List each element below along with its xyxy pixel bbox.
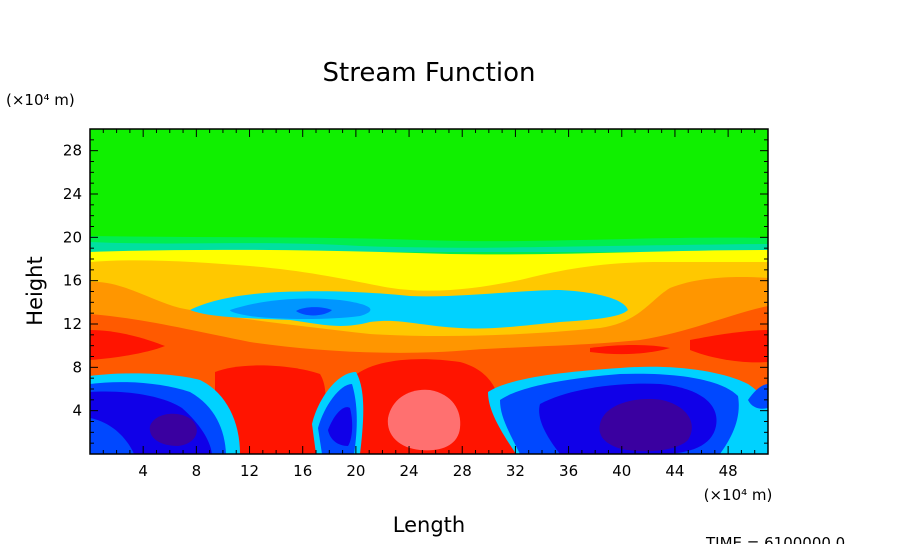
contour-blue-upper-core [296,307,332,316]
y-axis-title: Height [23,256,47,325]
chart-title: Stream Function [323,58,536,88]
y-tick-label: 4 [72,402,82,420]
y-tick-label: 20 [63,228,82,246]
y-tick-label: 24 [63,185,82,203]
x-tick-label: 36 [559,462,578,480]
contour-red-mid [590,345,670,355]
x-tick-label: 8 [192,462,202,480]
x-axis: 4 8 12 16 20 24 28 32 36 40 44 48 [102,129,756,480]
contour-violet-lower-right [599,399,692,452]
contour-pink-core [387,389,461,451]
contour-blue-right-edge [748,384,768,409]
y-tick-label: 12 [63,315,82,333]
x-tick-label: 48 [719,462,738,480]
y-tick-label: 8 [72,358,82,376]
x-tick-label: 28 [453,462,472,480]
contour-red-right [690,330,768,363]
x-tick-label: 32 [506,462,525,480]
contour-red-left [90,330,165,360]
x-tick-label: 44 [665,462,684,480]
x-tick-label: 20 [346,462,365,480]
contour-field [90,129,768,454]
x-tick-label: 24 [400,462,419,480]
x-unit-label: (×10⁴ m) [704,486,773,504]
x-axis-title: Length [393,513,465,537]
contour-red-lower [215,365,326,454]
x-tick-label: 40 [612,462,631,480]
x-tick-label: 16 [293,462,312,480]
contour-band-cyan [90,242,768,252]
time-label: TIME = 6100000.0 [705,534,845,544]
y-unit-label: (×10⁴ m) [6,91,75,109]
x-tick-label: 12 [240,462,259,480]
contour-deepblue-mid [328,407,353,446]
y-tick-label: 16 [63,272,82,290]
y-tick-label: 28 [63,142,82,160]
contour-violet-lower-left [149,413,197,446]
x-tick-label: 4 [138,462,148,480]
contour-sky-blue-upper [230,298,371,319]
y-axis: 4 8 12 16 20 24 28 [63,139,768,444]
